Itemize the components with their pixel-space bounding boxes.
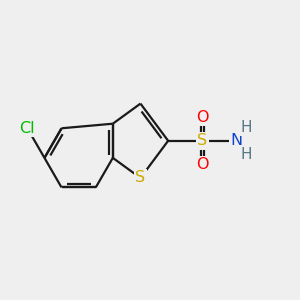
Text: Cl: Cl [20,121,35,136]
Text: O: O [196,157,208,172]
Text: O: O [196,110,208,124]
Text: H: H [240,120,252,135]
Text: N: N [230,133,243,148]
Text: S: S [197,133,207,148]
Text: H: H [240,147,252,162]
Text: S: S [135,170,146,185]
